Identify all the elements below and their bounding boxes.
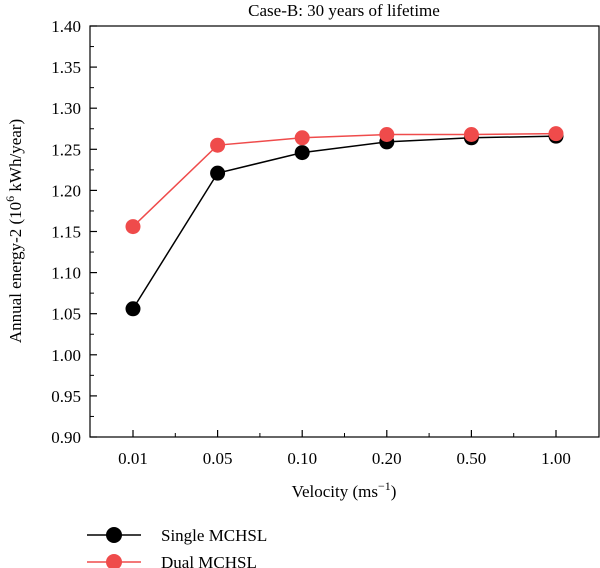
data-point xyxy=(294,145,310,161)
x-tick-label: 0.10 xyxy=(287,449,317,468)
plot-frame xyxy=(89,25,600,438)
series-1 xyxy=(125,126,564,235)
x-tick-label: 0.01 xyxy=(118,449,148,468)
data-point xyxy=(294,130,310,146)
legend-marker xyxy=(106,554,122,568)
y-tick-label: 1.35 xyxy=(51,58,81,77)
y-tick-label: 0.90 xyxy=(51,428,81,447)
y-tick-label: 0.95 xyxy=(51,387,81,406)
series-line xyxy=(132,132,557,228)
series-layer xyxy=(125,126,564,317)
y-tick-label: 1.40 xyxy=(51,17,81,36)
legend: Single MCHSL Dual MCHSL xyxy=(87,526,267,568)
data-point xyxy=(125,219,141,235)
x-tick-label: 0.05 xyxy=(203,449,233,468)
y-tick-label: 1.05 xyxy=(51,305,81,324)
y-tick-label: 1.10 xyxy=(51,264,81,283)
y-tick-label: 1.30 xyxy=(51,99,81,118)
data-point xyxy=(463,127,479,143)
legend-label: Single MCHSL xyxy=(161,526,267,545)
legend-item: Dual MCHSL xyxy=(87,553,257,568)
y-tick-label: 1.15 xyxy=(51,223,81,242)
legend-label: Dual MCHSL xyxy=(161,553,257,568)
chart-title: Case-B: 30 years of lifetime xyxy=(248,1,440,20)
x-axis: 0.01 0.05 0.10 0.20 0.50 1.00 xyxy=(118,430,571,468)
x-tick-label: 0.20 xyxy=(372,449,402,468)
data-point xyxy=(125,301,141,317)
y-axis: 0.90 0.95 1.00 1.05 1.10 1.15 1.20 1.25 1.30 1.35… xyxy=(51,17,97,447)
x-axis-title: Velocity (ms−1) xyxy=(292,479,397,501)
series-0 xyxy=(125,128,564,317)
legend-item: Single MCHSL xyxy=(87,526,267,545)
x-tick-label: 0.50 xyxy=(457,449,487,468)
legend-marker xyxy=(106,527,122,543)
data-point xyxy=(210,165,226,181)
y-axis-title: Annual energy-2 (106 kWh/year) xyxy=(3,119,25,343)
y-tick-label: 1.25 xyxy=(51,140,81,159)
y-tick-label: 1.00 xyxy=(51,346,81,365)
series-line xyxy=(132,135,557,310)
x-tick-label: 1.00 xyxy=(541,449,571,468)
data-point xyxy=(548,126,564,142)
y-tick-label: 1.20 xyxy=(51,181,81,200)
data-point xyxy=(210,137,226,153)
data-point xyxy=(379,127,395,143)
